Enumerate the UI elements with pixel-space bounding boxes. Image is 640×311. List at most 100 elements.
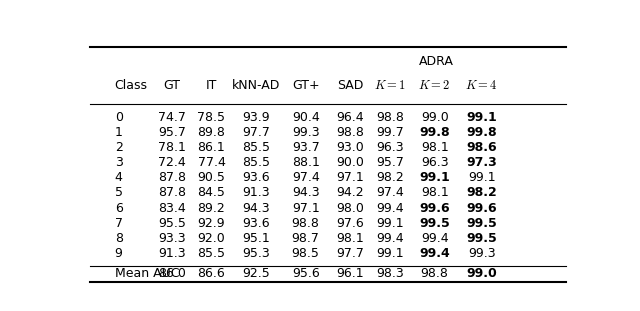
Text: 97.4: 97.4 xyxy=(292,171,319,184)
Text: 93.6: 93.6 xyxy=(243,217,270,230)
Text: $K=1$: $K=1$ xyxy=(374,79,406,92)
Text: 99.0: 99.0 xyxy=(420,111,449,124)
Text: 95.3: 95.3 xyxy=(242,247,270,260)
Text: Class: Class xyxy=(115,79,148,92)
Text: 87.8: 87.8 xyxy=(157,187,186,199)
Text: 99.7: 99.7 xyxy=(376,126,404,139)
Text: 95.7: 95.7 xyxy=(376,156,404,169)
Text: 95.1: 95.1 xyxy=(242,232,270,245)
Text: 99.1: 99.1 xyxy=(376,247,404,260)
Text: 97.7: 97.7 xyxy=(242,126,270,139)
Text: 74.7: 74.7 xyxy=(158,111,186,124)
Text: 90.4: 90.4 xyxy=(292,111,319,124)
Text: 99.4: 99.4 xyxy=(419,247,450,260)
Text: 99.0: 99.0 xyxy=(467,267,497,280)
Text: SAD: SAD xyxy=(337,79,364,92)
Text: 92.0: 92.0 xyxy=(198,232,225,245)
Text: 8: 8 xyxy=(115,232,123,245)
Text: 97.1: 97.1 xyxy=(292,202,319,215)
Text: 2: 2 xyxy=(115,141,123,154)
Text: 98.8: 98.8 xyxy=(292,217,319,230)
Text: ADRA: ADRA xyxy=(419,55,453,68)
Text: 97.4: 97.4 xyxy=(376,187,404,199)
Text: 93.3: 93.3 xyxy=(158,232,186,245)
Text: 90.0: 90.0 xyxy=(337,156,364,169)
Text: 99.6: 99.6 xyxy=(419,202,450,215)
Text: 93.9: 93.9 xyxy=(243,111,270,124)
Text: 97.7: 97.7 xyxy=(337,247,364,260)
Text: 99.1: 99.1 xyxy=(467,111,497,124)
Text: 98.2: 98.2 xyxy=(376,171,404,184)
Text: 85.5: 85.5 xyxy=(197,247,225,260)
Text: 93.6: 93.6 xyxy=(243,171,270,184)
Text: 99.4: 99.4 xyxy=(376,202,404,215)
Text: 97.3: 97.3 xyxy=(467,156,497,169)
Text: 99.6: 99.6 xyxy=(467,202,497,215)
Text: 89.2: 89.2 xyxy=(198,202,225,215)
Text: 95.6: 95.6 xyxy=(292,267,319,280)
Text: 99.8: 99.8 xyxy=(467,126,497,139)
Text: 96.3: 96.3 xyxy=(421,156,449,169)
Text: 90.5: 90.5 xyxy=(198,171,225,184)
Text: 99.3: 99.3 xyxy=(468,247,495,260)
Text: 95.5: 95.5 xyxy=(158,217,186,230)
Text: 85.5: 85.5 xyxy=(242,141,270,154)
Text: 93.0: 93.0 xyxy=(337,141,364,154)
Text: 95.7: 95.7 xyxy=(158,126,186,139)
Text: 98.8: 98.8 xyxy=(420,267,449,280)
Text: 96.4: 96.4 xyxy=(337,111,364,124)
Text: 98.1: 98.1 xyxy=(337,232,364,245)
Text: $K=4$: $K=4$ xyxy=(465,79,498,92)
Text: 6: 6 xyxy=(115,202,123,215)
Text: 4: 4 xyxy=(115,171,123,184)
Text: 96.3: 96.3 xyxy=(376,141,404,154)
Text: GT+: GT+ xyxy=(292,79,319,92)
Text: 99.1: 99.1 xyxy=(376,217,404,230)
Text: 98.8: 98.8 xyxy=(337,126,364,139)
Text: 93.7: 93.7 xyxy=(292,141,319,154)
Text: 94.3: 94.3 xyxy=(243,202,270,215)
Text: 99.1: 99.1 xyxy=(468,171,495,184)
Text: 99.4: 99.4 xyxy=(421,232,449,245)
Text: 92.5: 92.5 xyxy=(242,267,270,280)
Text: 0: 0 xyxy=(115,111,123,124)
Text: 98.1: 98.1 xyxy=(420,187,449,199)
Text: kNN-AD: kNN-AD xyxy=(232,79,280,92)
Text: 77.4: 77.4 xyxy=(198,156,225,169)
Text: 9: 9 xyxy=(115,247,123,260)
Text: 86.0: 86.0 xyxy=(158,267,186,280)
Text: 78.1: 78.1 xyxy=(158,141,186,154)
Text: 98.0: 98.0 xyxy=(337,202,364,215)
Text: Mean AUC: Mean AUC xyxy=(115,267,179,280)
Text: 88.1: 88.1 xyxy=(292,156,319,169)
Text: 98.8: 98.8 xyxy=(376,111,404,124)
Text: 89.8: 89.8 xyxy=(198,126,225,139)
Text: 99.4: 99.4 xyxy=(376,232,404,245)
Text: 87.8: 87.8 xyxy=(157,171,186,184)
Text: 99.1: 99.1 xyxy=(419,171,450,184)
Text: 72.4: 72.4 xyxy=(158,156,186,169)
Text: 91.3: 91.3 xyxy=(158,247,186,260)
Text: 99.5: 99.5 xyxy=(467,217,497,230)
Text: 1: 1 xyxy=(115,126,123,139)
Text: 85.5: 85.5 xyxy=(242,156,270,169)
Text: 94.2: 94.2 xyxy=(337,187,364,199)
Text: 97.1: 97.1 xyxy=(337,171,364,184)
Text: 92.9: 92.9 xyxy=(198,217,225,230)
Text: 99.3: 99.3 xyxy=(292,126,319,139)
Text: $K=2$: $K=2$ xyxy=(419,79,451,92)
Text: 7: 7 xyxy=(115,217,123,230)
Text: 98.7: 98.7 xyxy=(292,232,319,245)
Text: 98.6: 98.6 xyxy=(467,141,497,154)
Text: 99.5: 99.5 xyxy=(467,232,497,245)
Text: 96.1: 96.1 xyxy=(337,267,364,280)
Text: 98.1: 98.1 xyxy=(420,141,449,154)
Text: IT: IT xyxy=(205,79,217,92)
Text: GT: GT xyxy=(163,79,180,92)
Text: 3: 3 xyxy=(115,156,123,169)
Text: 99.8: 99.8 xyxy=(419,126,450,139)
Text: 91.3: 91.3 xyxy=(243,187,270,199)
Text: 98.5: 98.5 xyxy=(292,247,319,260)
Text: 94.3: 94.3 xyxy=(292,187,319,199)
Text: 5: 5 xyxy=(115,187,123,199)
